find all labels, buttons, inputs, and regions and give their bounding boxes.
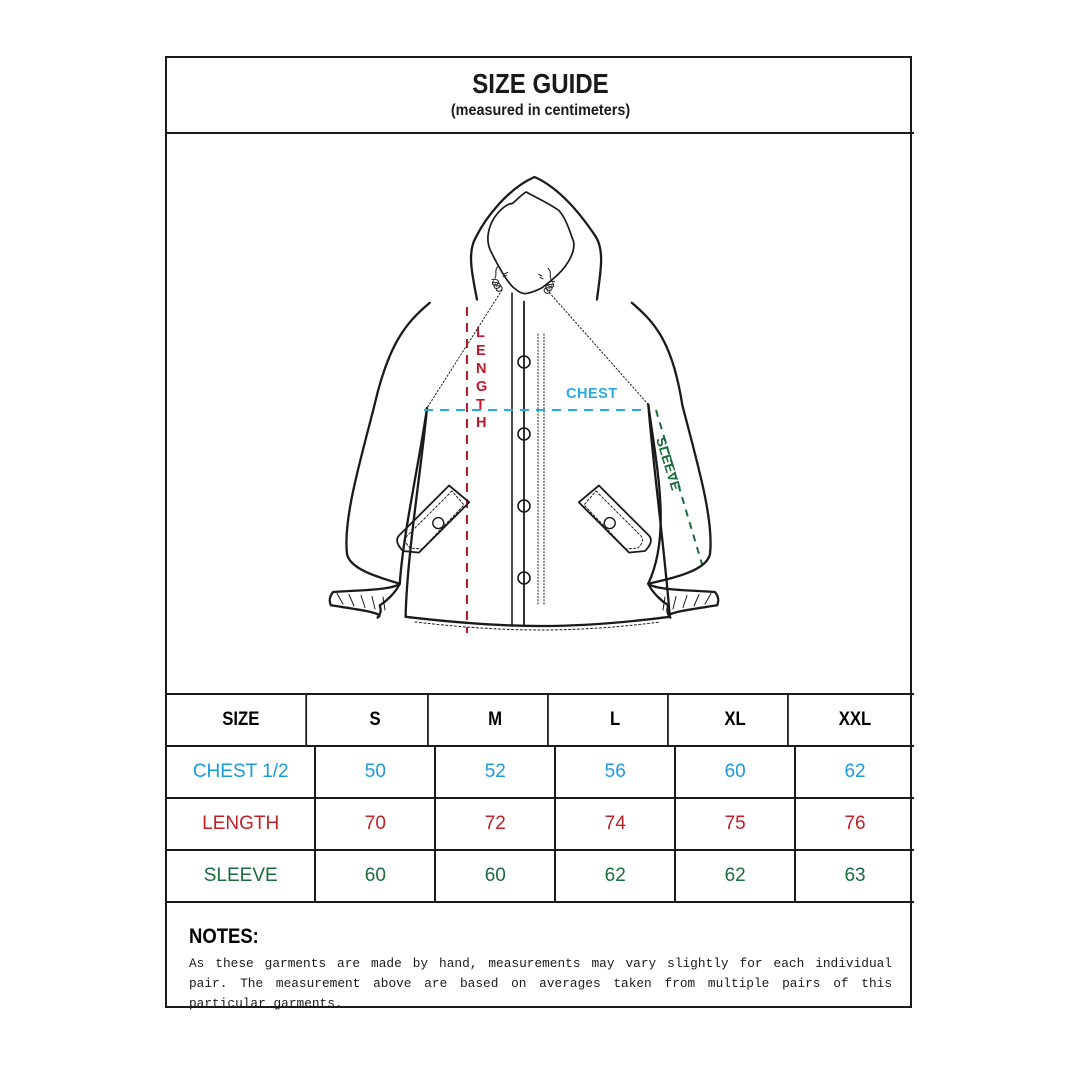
svg-text:CHEST: CHEST <box>566 386 618 402</box>
svg-text:N: N <box>476 361 486 377</box>
svg-text:G: G <box>476 379 487 395</box>
svg-text:T: T <box>476 397 485 413</box>
svg-text:L: L <box>476 325 485 341</box>
svg-text:H: H <box>476 415 486 431</box>
svg-text:E: E <box>476 343 486 359</box>
